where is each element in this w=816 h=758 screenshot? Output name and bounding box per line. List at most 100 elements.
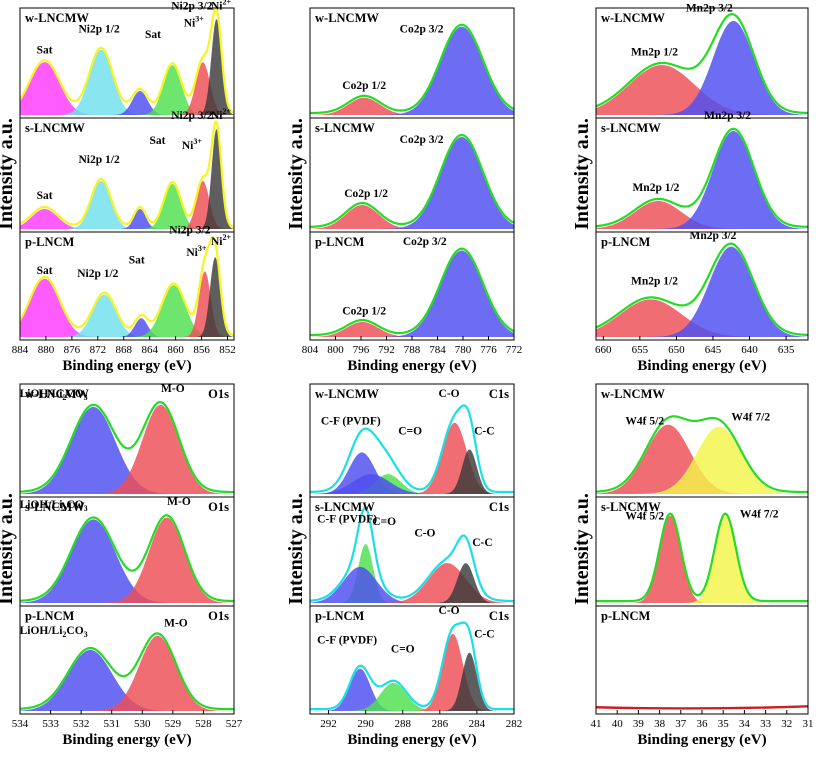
y-axis-title: Intensity a.u. [0, 493, 17, 605]
label-part: Ni [211, 236, 223, 248]
x-tick-label: 880 [38, 344, 55, 356]
peak-label: Ni3+ [184, 15, 205, 30]
x-tick-label: 292 [320, 718, 337, 730]
peak-label: Sat [149, 135, 165, 147]
label-part: Ni [184, 18, 196, 30]
peak-label: Sat [37, 190, 53, 202]
label-part: LiOH/Li [20, 499, 64, 511]
panel-frame [19, 605, 235, 715]
label-part: Ni [211, 0, 223, 12]
label-part: CO [66, 388, 83, 400]
label-part: CO [66, 499, 83, 511]
sample-label: s-LNCMW [315, 121, 375, 135]
peak-label: Ni2+ [211, 107, 232, 122]
label-part: 3+ [193, 137, 202, 146]
peak-red [20, 635, 234, 711]
x-tick-label: 884 [12, 344, 29, 356]
peak-label: C=O [372, 516, 396, 528]
peak-blue [310, 668, 514, 711]
panel-o1s-s-LNCMW: s-LNCMW O1s LiOH/Li2CO3 M-O [19, 496, 235, 607]
peak-label: M-O [164, 617, 188, 629]
peak-label: C-O [439, 388, 460, 400]
peak-label: Co2p 3/2 [400, 134, 444, 146]
x-tick-label: 650 [668, 344, 685, 356]
panel-o1s-w-LNCMW: w-LNCMW O1s LiOH/Li2CO3 M-O [19, 383, 235, 498]
x-tick-label: 876 [64, 344, 81, 356]
panel-frame [19, 231, 235, 341]
peak-blue [310, 474, 514, 494]
panel-content [596, 242, 808, 337]
peak-label: Co2p 3/2 [403, 236, 447, 248]
sample-label: p-LNCM [601, 235, 651, 249]
envelope-line [20, 400, 234, 494]
peak-dark [310, 449, 514, 494]
x-tick-label: 868 [116, 344, 133, 356]
sample-label: s-LNCMW [25, 121, 85, 135]
sample-label: w-LNCMW [601, 387, 665, 401]
y-axis-title: Intensity a.u. [285, 493, 307, 605]
region-label: C1s [489, 387, 509, 401]
region-label: C1s [489, 609, 509, 623]
panel-content [20, 400, 234, 494]
peak-label: Mn2p 3/2 [704, 110, 751, 122]
envelope-line [310, 404, 514, 494]
panel-content [20, 514, 234, 603]
peak-label: Ni2+ [211, 0, 232, 12]
peak-label: Co2p 3/2 [400, 23, 444, 35]
peak-yellow [596, 426, 808, 494]
peak-red [20, 517, 234, 603]
y-axis-title: Intensity a.u. [571, 493, 593, 605]
x-tick-label: 534 [12, 718, 29, 730]
peak-red [596, 201, 808, 229]
label-part: Ni [182, 140, 194, 152]
x-tick-label: 39 [633, 718, 645, 730]
x-tick-label: 780 [455, 344, 472, 356]
x-tick-label: 38 [654, 718, 666, 730]
peak-label: Co2p 1/2 [344, 188, 388, 200]
peak-label: Ni2p 3/2 [169, 225, 210, 237]
x-tick-label: 533 [42, 718, 59, 730]
x-tick-label: 527 [226, 718, 243, 730]
sample-label: p-LNCM [25, 609, 75, 623]
peak-dark [20, 19, 234, 115]
peak-blue [310, 137, 514, 229]
peak-label: Sat [145, 29, 161, 41]
label-part: 2 [62, 630, 66, 639]
peak-label: C-O [439, 605, 460, 617]
peak-label: C-C [472, 537, 492, 549]
label-part: LiOH/Li [20, 388, 64, 400]
peak-label: M-O [161, 383, 185, 395]
peak-red [310, 205, 514, 229]
y-axis-title: Intensity a.u. [571, 118, 593, 230]
sample-label: w-LNCMW [601, 11, 665, 25]
label-part: 3 [84, 630, 88, 639]
sample-label: w-LNCMW [25, 387, 89, 401]
peak-red [20, 404, 234, 494]
panel-w4f-w-LNCMW: w-LNCMW W4f 5/2 W4f 7/2 [595, 383, 809, 498]
x-tick-label: 635 [778, 344, 795, 356]
peak-label: W4f 7/2 [731, 412, 770, 424]
x-tick-label: 36 [697, 718, 709, 730]
x-tick-label: 800 [327, 344, 344, 356]
envelope-line [596, 13, 808, 115]
peak-label: Mn2p 3/2 [689, 230, 736, 242]
x-tick-label: 288 [394, 718, 411, 730]
panel-content [20, 236, 234, 337]
peak-dark [20, 129, 234, 229]
label-part: 3+ [198, 244, 207, 253]
peak-label: LiOH/Li2CO3 [20, 499, 88, 513]
peak-label: Ni2p 1/2 [77, 268, 118, 280]
peak-blue [310, 566, 514, 603]
x-axis-title: Binding energy (eV) [62, 358, 191, 374]
x-tick-label: 792 [378, 344, 395, 356]
peak-label: Ni2p 3/2 [171, 110, 212, 122]
x-tick-label: 528 [195, 718, 212, 730]
sample-label: s-LNCMW [601, 500, 661, 514]
panel-content [596, 705, 808, 710]
peak-magenta [20, 62, 234, 115]
panel-content [596, 415, 808, 494]
peak-label: Ni2p 1/2 [79, 23, 120, 35]
